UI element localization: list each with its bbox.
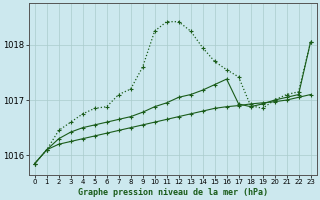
X-axis label: Graphe pression niveau de la mer (hPa): Graphe pression niveau de la mer (hPa) xyxy=(78,188,268,197)
